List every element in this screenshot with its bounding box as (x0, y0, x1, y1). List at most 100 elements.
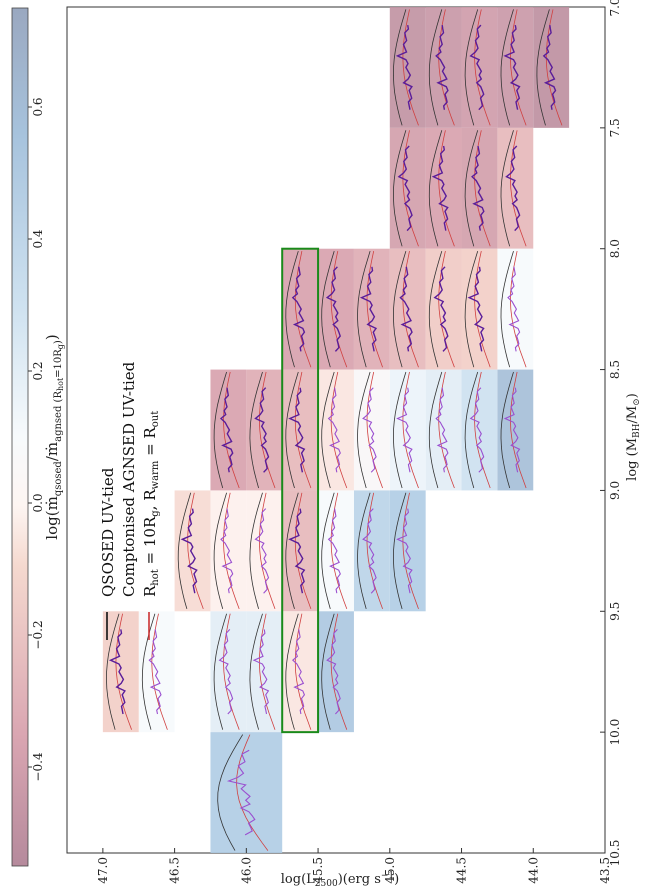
heatmap-bin (318, 248, 354, 370)
colorbar: −0.4 −0.2 0.0 0.2 0.4 0.6 log(ṁqsosed/ṁagnsed… (11, 7, 65, 867)
heatmap-bin (318, 490, 354, 612)
bin-fill (318, 490, 354, 612)
y-tick-label: 46.0 (239, 857, 253, 884)
agnsed-curve (510, 251, 527, 368)
qsosed-curve (285, 250, 299, 368)
observed-spectrum (507, 266, 521, 352)
observed-spectrum (431, 145, 449, 231)
qsosed-curve (428, 250, 443, 368)
observed-spectrum (397, 145, 413, 232)
heatmap-bin (389, 490, 426, 612)
heatmap-bin (210, 732, 283, 853)
y-axis-ticks: 43.5 44.0 44.5 45.0 45.5 46.0 46.5 47.0 (96, 848, 612, 884)
qsosed-curve (357, 492, 371, 610)
agnsed-curve (402, 251, 419, 368)
legend: QSOSED UV-tied Comptonised AGNSED UV-tie… (99, 361, 161, 640)
heatmap-bin (425, 127, 462, 249)
qsosed-curve (249, 492, 263, 610)
heatmap-bin (353, 248, 390, 370)
x-tick-label: 8.0 (608, 239, 622, 258)
heatmap-bin (246, 611, 283, 733)
bin-fill (389, 490, 426, 612)
heatmap-bin (389, 7, 426, 128)
observed-spectrum (399, 266, 413, 352)
observed-spectrum (327, 387, 341, 473)
agnsed-curve (438, 9, 455, 126)
qsosed-curve (357, 250, 371, 368)
observed-spectrum (220, 508, 234, 594)
agnsed-curve (474, 130, 491, 247)
agnsed-curve (115, 613, 132, 730)
qsosed-curve (500, 250, 514, 368)
observed-spectrum (362, 508, 377, 594)
qsosed-curve (321, 613, 335, 730)
agnsed-curve (294, 371, 312, 489)
y-tick-label: 45.5 (311, 857, 325, 884)
qsosed-curve (106, 613, 120, 730)
observed-spectrum (326, 629, 341, 715)
heatmap-bin (246, 490, 283, 612)
bin-fill (461, 127, 498, 249)
heatmap-bin (282, 248, 319, 370)
x-tick-label: 9.0 (608, 481, 622, 500)
bin-fill (282, 611, 319, 733)
x-tick-label: 10.0 (608, 719, 622, 746)
qsosed-curve (213, 371, 227, 489)
x-tick-label: 10.5 (608, 840, 622, 867)
qsosed-curve (177, 492, 192, 610)
heatmap-bin (461, 7, 498, 128)
heatmap-bin (210, 490, 247, 612)
observed-spectrum (395, 24, 413, 110)
y-tick-label: 43.5 (598, 857, 612, 884)
heatmap-bin (533, 7, 570, 128)
observed-spectrum (291, 266, 306, 352)
qsosed-curve (392, 130, 407, 247)
observed-spectrum (396, 508, 413, 594)
bin-fill (318, 369, 354, 491)
observed-spectrum (288, 508, 306, 594)
agnsed-curve (258, 613, 276, 730)
y-tick-label: 47.0 (96, 857, 110, 884)
heatmap-bin (497, 127, 534, 249)
qsosed-curve (392, 9, 407, 126)
x-axis-label: log (MBH/M⊙) (625, 393, 642, 481)
qsosed-curve (285, 371, 299, 489)
qsosed-curve (213, 613, 227, 730)
agnsed-curve (545, 9, 563, 126)
heatmap-bin (497, 248, 534, 370)
heatmap-bin (461, 127, 498, 249)
agnsed-curve (402, 9, 419, 126)
observed-spectrum (469, 24, 485, 111)
qsosed-curve (500, 130, 514, 247)
heatmap-bin (353, 369, 390, 491)
observed-spectrum (108, 629, 126, 715)
bin-fill (425, 7, 462, 128)
heatmap-bin (210, 611, 247, 733)
observed-spectrum (467, 266, 485, 352)
qsosed-curve (249, 613, 263, 730)
observed-spectrum (291, 629, 306, 715)
qsosed-curve (536, 9, 550, 126)
highlight-box (281, 247, 320, 734)
heatmap-bin (353, 490, 390, 612)
qsosed-curve (249, 371, 263, 489)
qsosed-curve (321, 371, 335, 489)
heatmap-bin (425, 7, 462, 128)
observed-spectrum (505, 145, 521, 232)
observed-spectrum (503, 24, 521, 110)
qsosed-curve (392, 492, 407, 610)
observed-spectrum (218, 629, 234, 715)
heatmap-bin (102, 611, 139, 733)
observed-spectrum (503, 387, 521, 473)
bin-fill (389, 248, 426, 370)
heatmap-bin (425, 369, 462, 491)
legend-label-qsosed: QSOSED UV-tied (99, 467, 117, 597)
heatmap-bin (461, 369, 498, 491)
bin-fill (138, 611, 175, 733)
qsosed-curve (392, 250, 407, 368)
x-tick-label: 7.5 (608, 118, 622, 137)
heatmap-bin (318, 369, 354, 491)
observed-spectrum (396, 387, 413, 473)
qsosed-curve (285, 492, 299, 610)
qsosed-curve (321, 492, 335, 610)
